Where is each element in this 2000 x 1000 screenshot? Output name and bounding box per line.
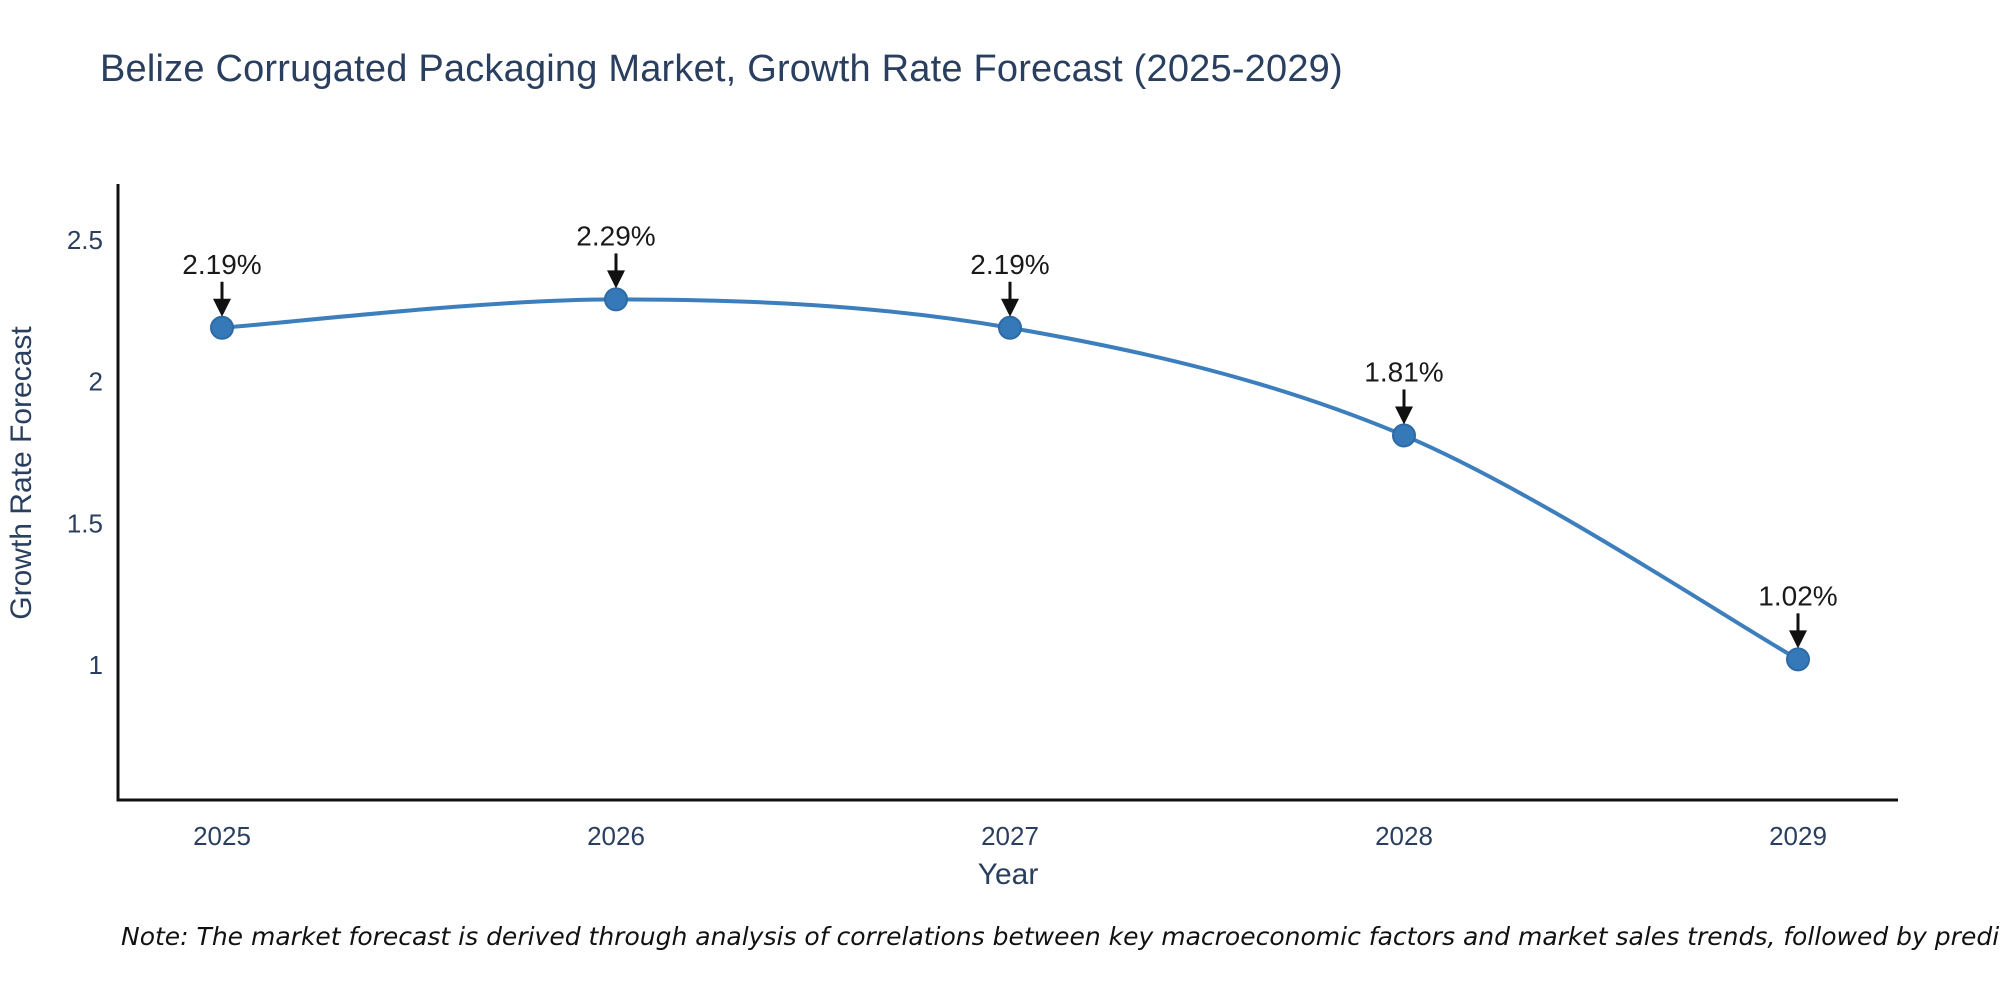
annotation-arrow-head [213,298,231,317]
x-tick-label: 2029 [1769,821,1827,851]
point-annotation-label: 2.19% [970,249,1049,280]
annotation-arrow-head [1001,298,1019,317]
data-point-marker [210,315,234,340]
y-tick-label: 1.5 [67,508,103,538]
x-tick-label: 2025 [193,821,251,851]
series-line [220,297,1800,662]
x-tick-label: 2028 [1375,821,1433,851]
point-annotation-label: 2.19% [182,249,261,280]
annotation-arrow-head [1789,630,1807,649]
y-tick-label: 1 [89,650,103,680]
annotation-arrow-head [607,270,625,289]
point-annotation-label: 1.81% [1364,356,1443,387]
chart-title: Belize Corrugated Packaging Market, Grow… [100,48,1343,90]
annotation-arrow-head [1395,406,1413,425]
y-tick-label: 2.5 [67,225,103,255]
x-tick-label: 2027 [981,821,1039,851]
point-annotation-label: 2.29% [576,220,655,251]
point-annotation-label: 1.02% [1758,580,1837,611]
data-point-marker [604,287,628,312]
x-axis-title: Year [977,858,1039,891]
x-tick-label: 2026 [587,821,645,851]
y-tick-label: 2 [89,367,103,397]
data-point-marker [998,315,1022,340]
data-point-marker [1786,647,1810,672]
axis-lines [116,184,1898,802]
footnote: Note: The market forecast is derived thr… [121,922,2000,951]
data-point-marker [1392,423,1416,448]
